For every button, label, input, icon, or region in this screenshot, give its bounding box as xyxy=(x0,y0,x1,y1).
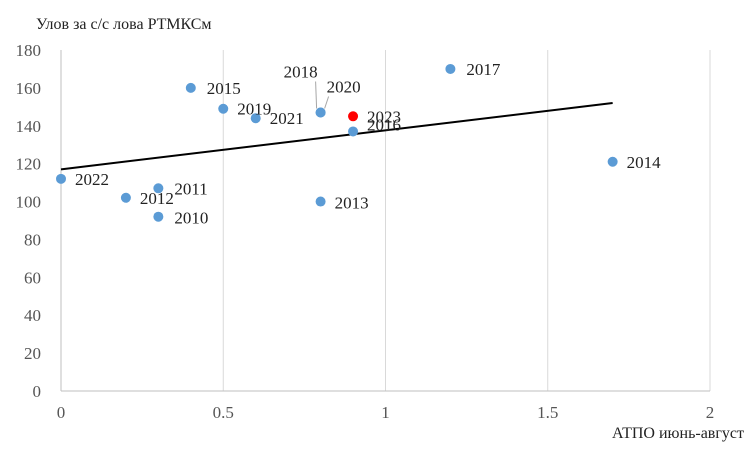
data-point xyxy=(250,113,261,124)
point-label: 2019 xyxy=(237,100,271,119)
point-label: 2013 xyxy=(335,194,369,213)
point-label: 2012 xyxy=(140,189,174,208)
y-tick-label: 40 xyxy=(24,306,41,325)
data-point xyxy=(445,63,456,74)
y-tick-label: 120 xyxy=(16,155,42,174)
data-point xyxy=(315,196,326,207)
point-label: 2018 xyxy=(284,63,318,82)
data-point xyxy=(153,211,164,222)
point-label: 2022 xyxy=(75,170,109,189)
y-tick-label: 0 xyxy=(33,382,42,401)
point-label: 2015 xyxy=(207,79,241,98)
leader-line xyxy=(315,81,318,109)
trendline xyxy=(60,102,613,171)
data-point xyxy=(153,183,164,194)
data-point xyxy=(120,192,131,203)
point-label: 2021 xyxy=(270,109,304,128)
data-point xyxy=(56,173,66,184)
trendline-group xyxy=(60,102,613,171)
y-tick-label: 180 xyxy=(16,41,42,60)
data-point xyxy=(348,126,359,137)
leader-line xyxy=(324,96,330,109)
point-label: 2017 xyxy=(466,60,501,79)
x-tick-label: 1.5 xyxy=(537,403,558,422)
data-point xyxy=(315,107,326,118)
x-axis-title: АТПО июнь-август xyxy=(612,425,744,442)
point-label: 2016 xyxy=(367,115,401,134)
x-tick-label: 0.5 xyxy=(213,403,234,422)
x-tick-label: 0 xyxy=(57,403,66,422)
points xyxy=(56,63,618,222)
y-axis-title: Улов за с/с лова РТМКСм xyxy=(36,16,212,33)
axes: 0 20 40 60 80 100 120 140 160 180 0 0.5 1 1.5 2 xyxy=(16,41,715,422)
point-label: 2010 xyxy=(174,209,208,228)
highlight-point xyxy=(348,111,359,122)
y-tick-label: 160 xyxy=(16,79,42,98)
data-point xyxy=(218,103,229,114)
y-tick-label: 20 xyxy=(24,344,41,363)
y-tick-label: 80 xyxy=(24,230,41,249)
point-label: 2023 xyxy=(367,107,401,126)
y-tick-label: 140 xyxy=(16,117,42,136)
grid xyxy=(222,50,711,391)
point-label: 2020 xyxy=(327,78,361,97)
point-label: 2014 xyxy=(627,153,662,172)
data-point xyxy=(185,82,196,93)
point-label: 2011 xyxy=(174,179,207,198)
x-tick-label: 2 xyxy=(706,403,715,422)
y-tick-label: 60 xyxy=(24,268,41,287)
data-point xyxy=(607,156,618,167)
x-tick-label: 1 xyxy=(381,403,390,422)
leader-lines xyxy=(315,81,330,109)
y-tick-label: 100 xyxy=(16,193,42,212)
